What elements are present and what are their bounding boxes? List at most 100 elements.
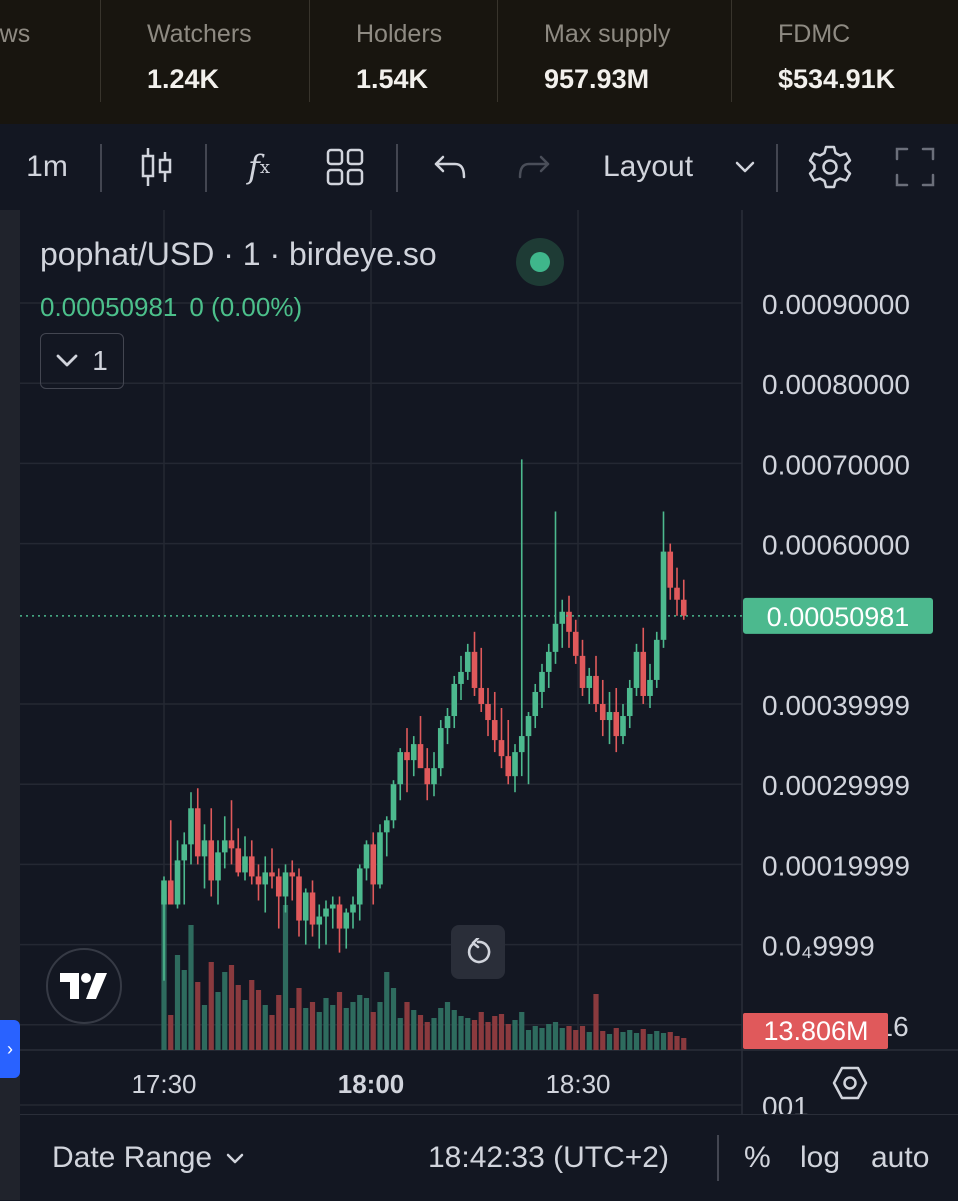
reset-chart-button[interactable]	[451, 925, 505, 979]
price-axis-label: 0.0₄9999	[762, 931, 875, 962]
candle-body	[478, 687, 485, 704]
candle-body	[485, 704, 491, 721]
candle-body	[336, 904, 343, 929]
candle-body	[491, 720, 498, 741]
candle-body	[458, 671, 464, 684]
candle-body	[437, 728, 444, 769]
candle-body	[208, 840, 215, 881]
volume-bar	[660, 1033, 667, 1050]
candle-body	[539, 671, 545, 692]
candle-body	[343, 912, 350, 929]
candle-body	[194, 808, 201, 857]
expand-toolbar-handle[interactable]: ›	[0, 1020, 20, 1078]
volume-bar	[613, 1028, 619, 1050]
candle-body	[404, 752, 410, 761]
candle-body	[323, 908, 329, 917]
date-range-label: Date Range	[52, 1141, 213, 1174]
candle-body	[377, 832, 383, 885]
volume-bar	[539, 1028, 545, 1050]
volume-bar	[188, 925, 194, 1050]
volume-bar	[579, 1026, 586, 1050]
interval-button[interactable]: 1m	[26, 150, 68, 183]
volume-bar	[606, 1034, 613, 1050]
volume-bar	[627, 1030, 633, 1050]
candle-body	[667, 551, 674, 588]
volume-bar	[249, 980, 255, 1050]
candle-body	[248, 856, 255, 877]
volume-bar	[478, 1012, 484, 1050]
candle-body	[289, 872, 296, 877]
volume-bar	[309, 1002, 316, 1050]
legend-price: 0.00050981	[40, 292, 178, 322]
grid-layout-icon[interactable]	[322, 124, 368, 210]
candle-body	[221, 840, 228, 853]
redo-icon[interactable]	[512, 124, 556, 210]
auto-scale-toggle[interactable]: auto	[871, 1141, 930, 1174]
date-range-button[interactable]: Date Range	[52, 1115, 244, 1201]
candle-body	[444, 716, 451, 729]
market-status-icon[interactable]	[516, 238, 564, 286]
volume-bar	[242, 1000, 248, 1050]
fullscreen-icon[interactable]	[890, 124, 940, 210]
price-axis-label: 0.00060000	[762, 530, 910, 561]
candle-body	[410, 744, 417, 761]
volume-bar	[492, 1016, 498, 1050]
volume-bar	[532, 1026, 538, 1050]
stat-divider	[731, 0, 732, 102]
candle-body	[235, 848, 242, 873]
stat-divider	[100, 0, 101, 102]
candles-icon[interactable]	[130, 124, 182, 210]
candle-body	[161, 880, 167, 905]
volume-bar	[397, 1018, 403, 1050]
volume-bar	[546, 1024, 552, 1050]
last-price-label: 0.00050981	[767, 602, 910, 632]
indicator-count: 1	[92, 345, 108, 376]
volume-bar	[633, 1033, 640, 1050]
time-axis-settings-icon[interactable]	[829, 1062, 871, 1104]
toolbar-divider	[100, 144, 102, 192]
candle-body	[613, 712, 620, 737]
price-axis-label: 0.00039999	[762, 690, 910, 721]
candle-body	[674, 587, 680, 600]
volume-label: 13.806M	[763, 1016, 868, 1046]
timezone-clock[interactable]: 18:42:33 (UTC+2)	[428, 1141, 669, 1174]
stat-label: Watchers	[147, 20, 252, 48]
stat-value: 957.93M	[544, 64, 650, 94]
percent-toggle[interactable]: %	[744, 1141, 771, 1174]
stat-value: 1.54K	[356, 64, 429, 94]
layout-button[interactable]: Layout	[602, 150, 694, 183]
gear-icon[interactable]	[804, 124, 856, 210]
chevron-down-icon[interactable]	[730, 124, 760, 210]
volume-bar	[573, 1030, 579, 1050]
volume-bar	[276, 995, 282, 1050]
candle-body	[228, 840, 235, 849]
toolbar-divider	[396, 144, 398, 192]
volume-bar	[255, 990, 262, 1050]
tradingview-logo-icon[interactable]	[46, 948, 122, 1024]
candle-body	[174, 860, 181, 905]
candle-body	[356, 868, 363, 905]
volume-bar	[357, 995, 363, 1050]
volume-bar	[552, 1022, 559, 1050]
candle-body	[269, 872, 275, 877]
collapse-indicators-button[interactable]: 1	[40, 333, 124, 389]
candle-body	[505, 756, 512, 777]
drawing-toolbar-strip	[0, 210, 20, 1200]
candle-body	[593, 675, 599, 704]
candle-body	[653, 639, 660, 680]
candle-body	[363, 844, 370, 869]
undo-icon[interactable]	[428, 124, 472, 210]
volume-bar	[620, 1032, 626, 1050]
volume-bar	[336, 992, 343, 1050]
legend-values: 0.00050981 0 (0.00%)	[40, 292, 302, 323]
candle-body	[282, 872, 289, 897]
candle-body	[242, 856, 248, 873]
candle-body	[302, 892, 309, 921]
chart-legend: pophat/USD · 1 · birdeye.so	[40, 236, 564, 286]
candle-body	[647, 679, 653, 696]
volume-bar	[181, 970, 187, 1050]
candle-body	[572, 631, 579, 656]
stat-label: Max supply	[544, 20, 671, 48]
log-toggle[interactable]: log	[800, 1141, 841, 1174]
